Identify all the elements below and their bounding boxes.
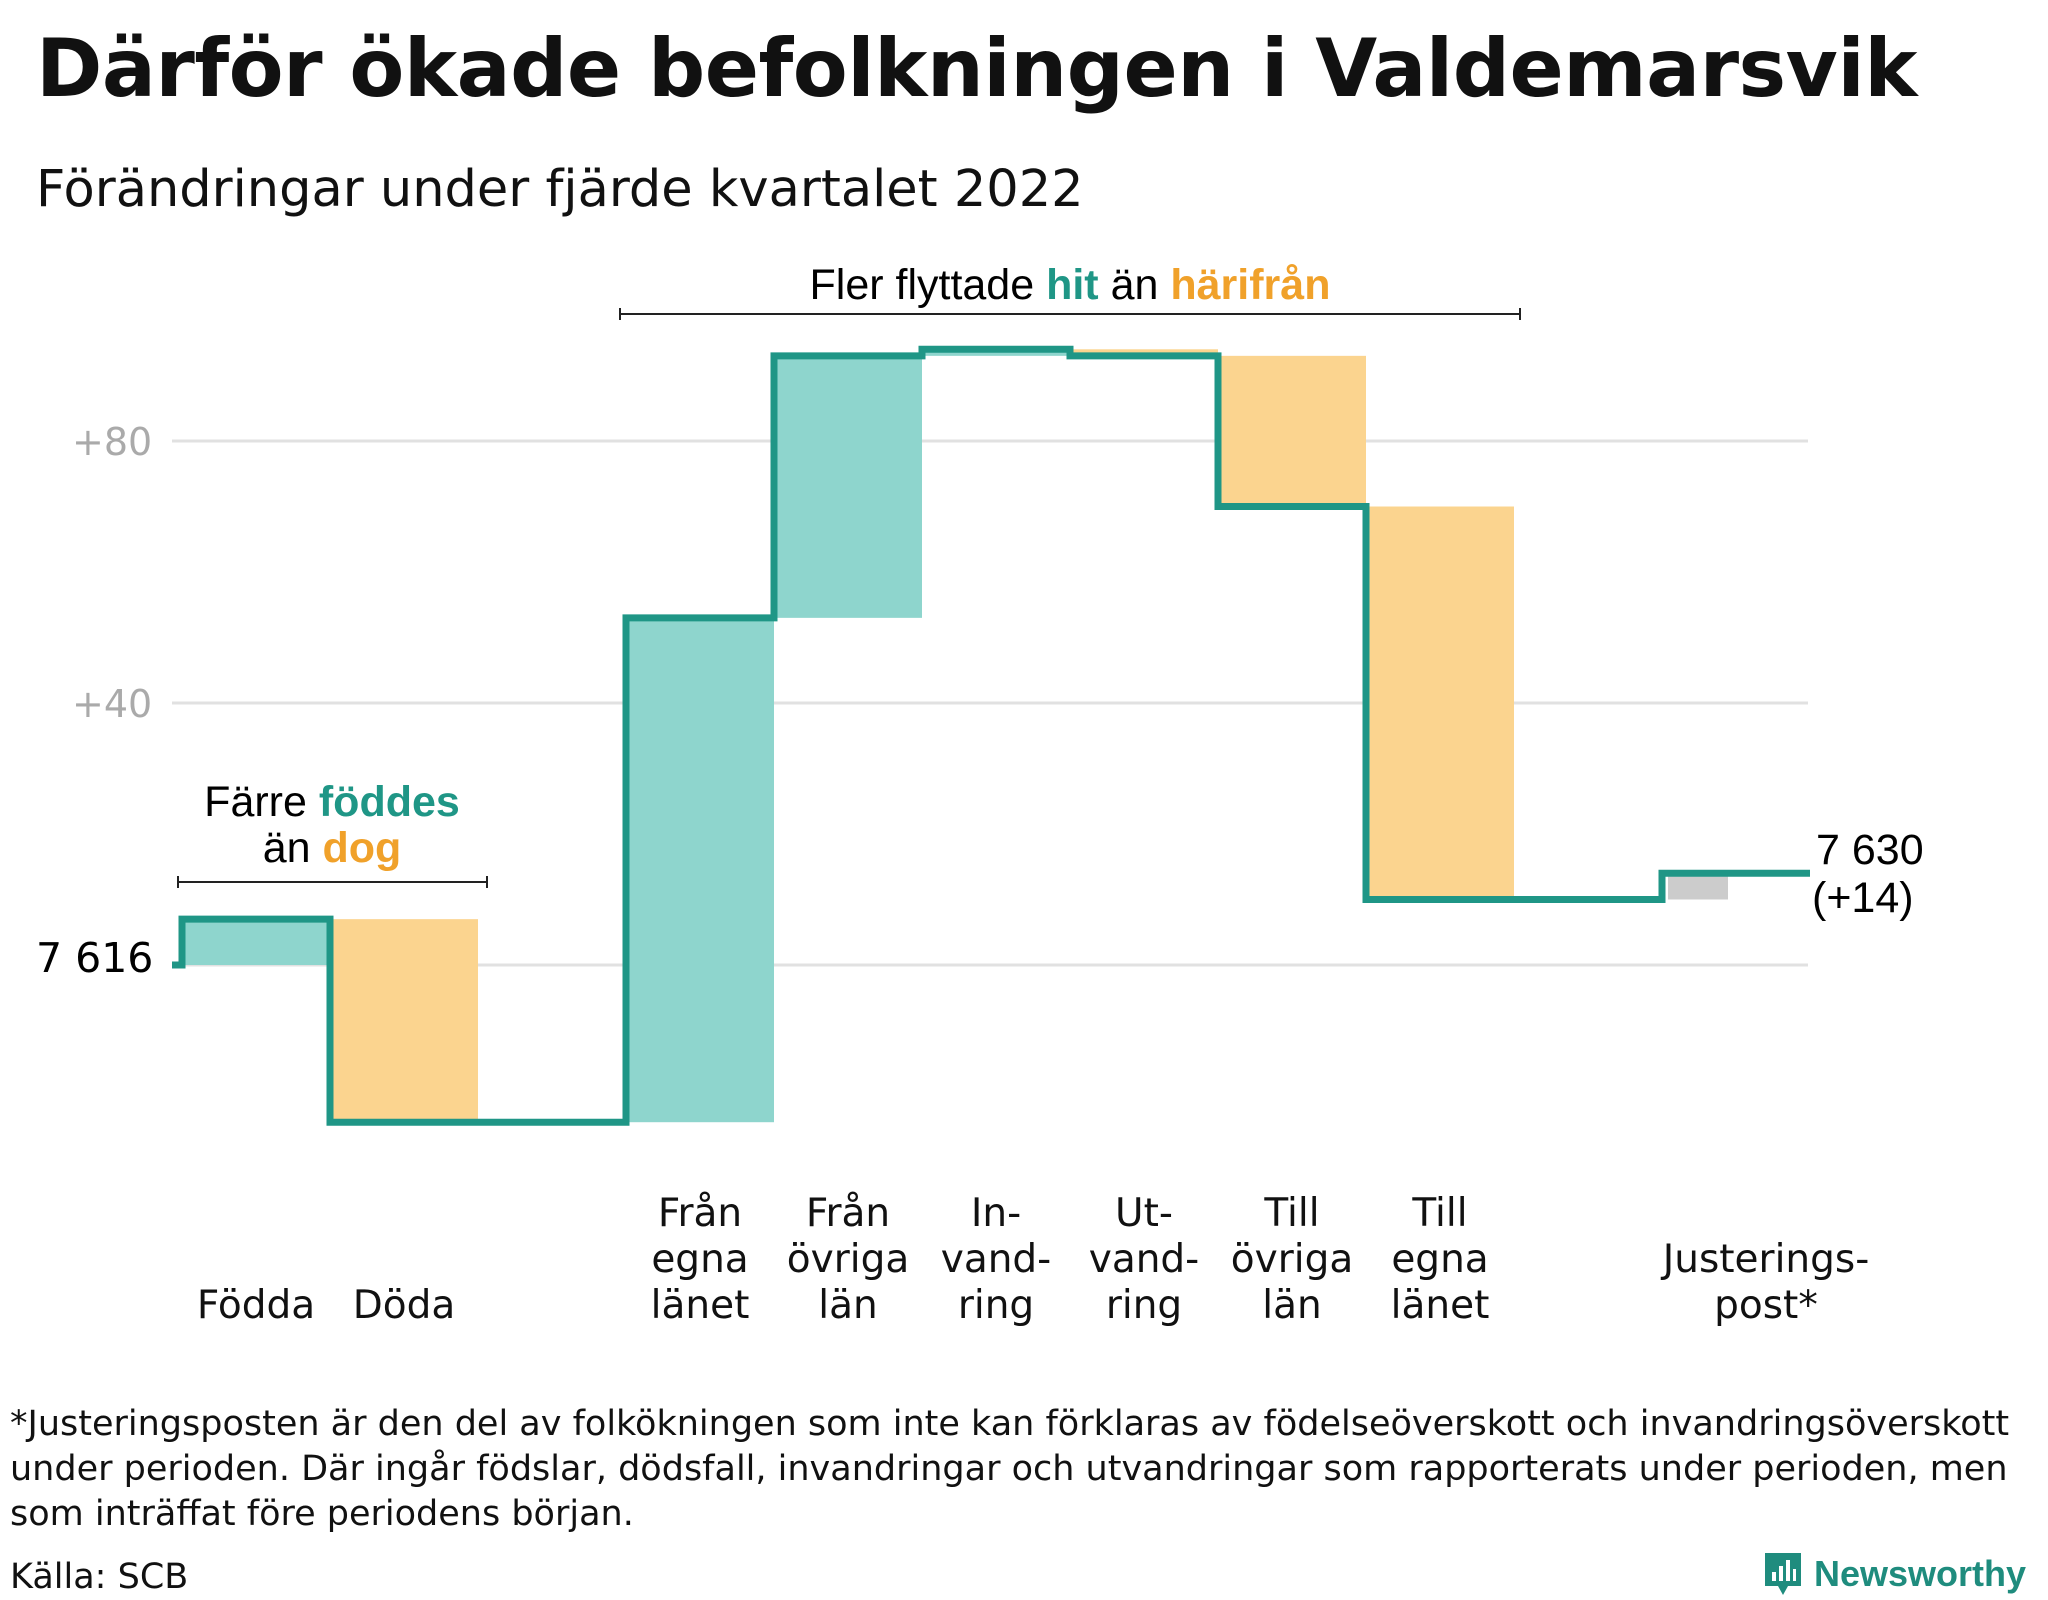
end-change-label: (+14) — [1812, 874, 1914, 922]
source-label: Källa: SCB — [10, 1557, 189, 1597]
bar-neutral — [1668, 873, 1728, 900]
bar-positive — [774, 355, 922, 618]
category-label: Justerings- — [1660, 1237, 1870, 1282]
end-value-label: 7 630 — [1816, 826, 1924, 874]
running-total-line — [172, 345, 1810, 1126]
category-label: län — [1262, 1283, 1321, 1328]
newsworthy-logo-icon — [1764, 1553, 1801, 1595]
category-label: egna — [1391, 1237, 1488, 1282]
annotation-text: än — [263, 824, 323, 872]
category-label: Från — [658, 1191, 742, 1236]
bar-negative — [1218, 355, 1366, 507]
category-label: Från — [806, 1191, 890, 1236]
bar-positive — [182, 919, 330, 965]
grid-layer: +80 +40 — [72, 420, 1808, 967]
brand-logo: Newsworthy — [1762, 1550, 2026, 1598]
category-label: Födda — [197, 1283, 315, 1328]
bracket-migration — [619, 308, 1521, 320]
category-label: ring — [958, 1283, 1034, 1328]
brand-name: Newsworthy — [1813, 1553, 2026, 1594]
bar-negative — [330, 919, 478, 1123]
annotation-highlight-teal: hit — [1046, 261, 1099, 309]
category-label: län — [818, 1283, 877, 1328]
annotation-births-deaths-line1: Färre föddes — [204, 778, 460, 826]
category-label: Ut- — [1115, 1191, 1173, 1236]
bar-negative — [1366, 506, 1514, 900]
chart-subtitle: Förändringar under fjärde kvartalet 2022 — [36, 160, 1084, 219]
category-label: Döda — [353, 1283, 456, 1328]
category-label: länet — [1391, 1283, 1490, 1328]
annotation-highlight-teal: föddes — [319, 778, 460, 826]
annotation-text: än — [1099, 261, 1171, 309]
annotation-births-deaths-line2: än dog — [263, 824, 402, 872]
category-label: vand- — [941, 1237, 1052, 1282]
category-label: Till — [1263, 1191, 1319, 1236]
y-tick-label: +80 — [72, 420, 152, 464]
category-label: länet — [651, 1283, 750, 1328]
y-tick-label: +40 — [72, 682, 152, 726]
annotation-highlight-orange: dog — [322, 824, 401, 872]
category-label: egna — [651, 1237, 748, 1282]
category-labels: Födda DödaFrånegnalänetFrånövrigalänIn-va… — [197, 1191, 1869, 1328]
footnote: *Justeringsposten är den del av folkökni… — [10, 1404, 2010, 1534]
bar-positive — [626, 617, 774, 1123]
waterfall-chart: +80+40 Födda DödaFrånegnalänetFrånövrigal… — [36, 261, 1924, 1328]
annotation-text: Fler flyttade — [810, 261, 1047, 309]
chart-title: Därför ökade befolkningen i Valdemarsvik — [36, 22, 1917, 115]
bars-layer — [182, 349, 1728, 1123]
bracket-births-deaths — [177, 876, 488, 888]
annotation-highlight-orange: härifrån — [1170, 261, 1330, 309]
category-label: övriga — [1231, 1237, 1353, 1282]
start-value-label: 7 616 — [36, 934, 153, 982]
category-label: ring — [1106, 1283, 1182, 1328]
annotation-text: Färre — [204, 778, 319, 826]
annotation-migration: Fler flyttade hit än härifrån — [810, 261, 1331, 309]
category-label: In- — [971, 1191, 1021, 1236]
category-label: Till — [1411, 1191, 1467, 1236]
category-label: övriga — [787, 1237, 909, 1282]
category-label: vand- — [1089, 1237, 1200, 1282]
category-label: post* — [1714, 1283, 1818, 1328]
